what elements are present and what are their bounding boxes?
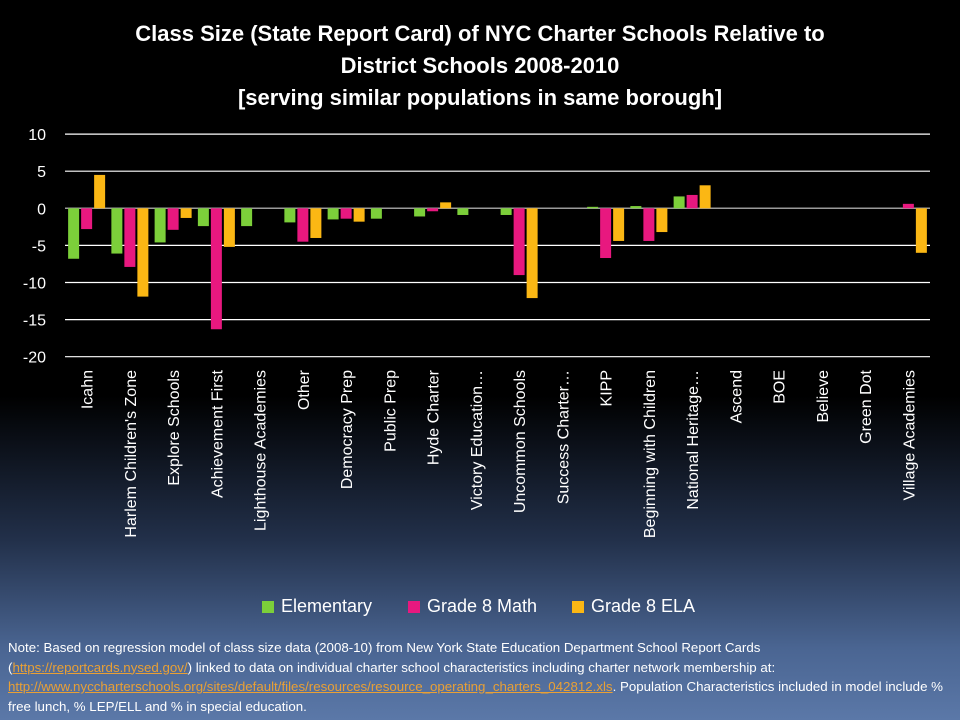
- x-tick-label: Other: [296, 369, 313, 410]
- legend-swatch: [572, 600, 584, 613]
- bar-grade-8-ela: [440, 202, 452, 209]
- bar-grade-8-math: [340, 208, 352, 219]
- bar-grade-8-math: [297, 208, 309, 242]
- bar-elementary: [630, 206, 642, 209]
- y-tick-label: -20: [23, 350, 46, 367]
- x-tick-label: Victory Education…: [469, 370, 486, 510]
- x-tick-label: Uncommon Schools: [512, 370, 529, 513]
- bar-elementary: [587, 206, 599, 209]
- bar-elementary: [111, 208, 123, 254]
- x-tick-label: Public Prep: [382, 370, 399, 452]
- x-tick-label: Success Charter…: [555, 370, 572, 504]
- x-tick-label: Icahn: [80, 370, 97, 409]
- legend-swatch: [408, 600, 420, 613]
- bar-grade-8-ela: [915, 208, 927, 253]
- note-mid: ) linked to data on individual charter s…: [187, 659, 776, 675]
- x-tick-label: Hyde Charter: [426, 369, 443, 465]
- y-tick-label: 0: [37, 201, 46, 218]
- y-tick-label: -15: [23, 313, 46, 330]
- bar-grade-8-math: [124, 208, 136, 267]
- x-tick-label: National Heritage…: [685, 370, 702, 510]
- legend-item-elementary: Elementary: [262, 596, 372, 617]
- legend-label: Grade 8 ELA: [591, 596, 696, 616]
- bar-grade-8-ela: [526, 208, 538, 299]
- legend-item-grade8-math: Grade 8 Math: [408, 596, 537, 617]
- y-tick-label: -10: [23, 276, 46, 293]
- y-tick-label: -5: [32, 238, 46, 255]
- bar-elementary: [457, 208, 469, 215]
- bar-grade-8-ela: [180, 208, 192, 218]
- y-tick-label: 10: [28, 127, 46, 144]
- bar-chart: 10 5 0 -5 -10 -15 -20 Icahn Harlem Children's Zo…: [23, 127, 930, 538]
- bar-elementary: [197, 208, 209, 227]
- footnote: Note: Based on regression model of class…: [8, 638, 958, 716]
- bar-grade-8-ela: [656, 208, 668, 233]
- bar-grade-8-ela: [137, 208, 149, 297]
- x-tick-label: Achievement First: [209, 369, 226, 498]
- note-suffix: . Population Characteristics included in…: [8, 679, 943, 714]
- legend-label: Grade 8 Math: [427, 596, 538, 616]
- nysed-link[interactable]: https://reportcards.nysed.gov/: [12, 659, 188, 675]
- legend-swatch: [262, 600, 274, 613]
- bar-elementary: [500, 208, 512, 215]
- chart-title: Class Size (State Report Card) of NYC Ch…: [0, 18, 960, 114]
- x-tick-label: Harlem Children's Zone: [123, 370, 140, 538]
- x-tick-label: Democracy Prep: [339, 370, 356, 489]
- bar-grade-8-math: [427, 208, 439, 212]
- bar-elementary: [68, 208, 80, 259]
- bar-grade-8-math: [81, 208, 93, 230]
- bar-grade-8-ela: [310, 208, 322, 238]
- bar-grade-8-ela: [94, 174, 106, 209]
- x-tick-label: Believe: [815, 370, 832, 423]
- bar-grade-8-math: [686, 194, 698, 209]
- bar-elementary: [414, 208, 426, 217]
- nyccharter-link[interactable]: http://www.nyccharterschools.org/sites/d…: [8, 679, 613, 694]
- x-tick-label: Ascend: [728, 370, 745, 423]
- bar-grade-8-ela: [223, 208, 235, 247]
- bar-grade-8-ela: [613, 208, 625, 241]
- title-line-3: [serving similar populations in same bor…: [237, 85, 723, 110]
- x-tick-label: KIPP: [599, 370, 616, 406]
- title-line-1: Class Size (State Report Card) of NYC Ch…: [135, 21, 825, 46]
- bar-grade-8-math: [513, 208, 525, 276]
- y-tick-label: 5: [37, 164, 46, 181]
- x-tick-label: Beginning with Children: [642, 370, 659, 538]
- x-tick-label: Lighthouse Academies: [253, 370, 270, 531]
- x-tick-label: Green Dot: [858, 369, 875, 443]
- bar-elementary: [370, 208, 382, 219]
- x-tick-label: Explore Schools: [166, 370, 183, 486]
- legend-label: Elementary: [281, 596, 373, 616]
- title-line-2: District Schools 2008-2010: [340, 53, 620, 78]
- bar-elementary: [284, 208, 296, 223]
- x-tick-label: BOE: [772, 370, 789, 404]
- bar-grade-8-math: [210, 208, 222, 330]
- bar-grade-8-math: [600, 208, 612, 259]
- bar-elementary: [327, 208, 339, 220]
- bar-grade-8-math: [902, 203, 914, 209]
- bar-grade-8-math: [643, 208, 655, 241]
- bar-elementary: [673, 196, 685, 209]
- note-paren: (: [8, 659, 13, 675]
- x-tick-label: Village Academies: [901, 370, 918, 500]
- bar-elementary: [241, 208, 253, 227]
- note-prefix: Note: Based on regression model of class…: [8, 640, 761, 655]
- bar-grade-8-ela: [699, 185, 711, 209]
- bar-grade-8-ela: [353, 208, 365, 222]
- bar-elementary: [154, 208, 166, 243]
- legend-item-grade8-ela: Grade 8 ELA: [572, 596, 695, 617]
- bar-grade-8-math: [167, 208, 179, 230]
